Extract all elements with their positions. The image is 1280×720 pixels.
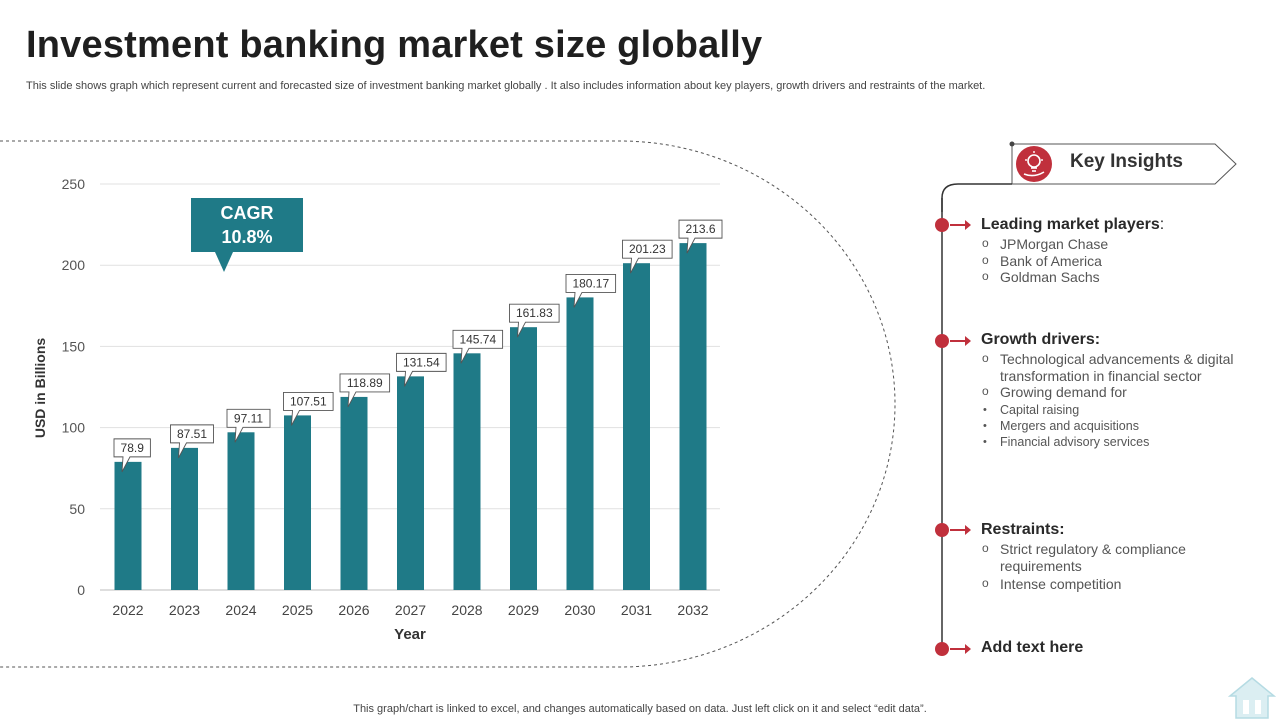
y-tick-label: 250 — [62, 176, 86, 192]
x-axis-label: Year — [394, 626, 426, 643]
x-tick-label: 2032 — [677, 602, 708, 618]
data-label: 161.83 — [516, 306, 553, 320]
x-tick-label: 2029 — [508, 602, 539, 618]
y-axis-label: USD in Billions — [32, 338, 48, 439]
timeline-dot-add-text — [935, 642, 949, 656]
cagr-value: 10.8% — [221, 227, 272, 247]
data-label-callout: 131.54 — [396, 352, 447, 387]
data-label-callout: 97.11 — [226, 408, 271, 443]
timeline-dot-drivers — [935, 334, 949, 348]
bar[interactable] — [397, 376, 424, 590]
bar[interactable] — [227, 432, 255, 590]
data-label-callout: 87.51 — [170, 424, 214, 459]
data-label: 213.6 — [685, 222, 715, 236]
timeline-arrow-add-text — [950, 644, 971, 654]
x-tick-label: 2024 — [225, 602, 256, 618]
data-label: 180.17 — [572, 276, 609, 290]
x-tick-label: 2022 — [112, 602, 143, 618]
list-item: Bank of America — [982, 252, 1271, 270]
y-tick-label: 50 — [69, 501, 85, 517]
section-market-players: Leading market players: JPMorgan Chase B… — [981, 216, 1271, 286]
data-label: 118.89 — [347, 376, 383, 390]
data-label-callout: 161.83 — [509, 303, 560, 338]
bar[interactable] — [566, 297, 594, 590]
list-item: JPMorgan Chase — [982, 235, 1271, 253]
data-label-callout: 201.23 — [622, 239, 673, 274]
data-label: 107.51 — [290, 394, 327, 408]
data-label: 87.51 — [177, 427, 207, 441]
section-heading: Restraints: — [981, 521, 1065, 538]
data-label-callout: 107.51 — [283, 391, 334, 426]
x-tick-label: 2023 — [169, 602, 200, 618]
section-growth-drivers: Growth drivers: Technological advancemen… — [981, 331, 1271, 450]
timeline-arrow-restraints — [950, 525, 971, 535]
page-title: Investment banking market size globally — [26, 24, 763, 66]
bar[interactable] — [679, 243, 707, 591]
data-label-callout: 180.17 — [565, 273, 617, 308]
key-insights-title: Key Insights — [1070, 151, 1183, 172]
x-tick-label: 2031 — [621, 602, 652, 618]
section-restraints: Restraints: Strict regulatory & complian… — [981, 521, 1271, 593]
y-tick-label: 100 — [62, 420, 86, 436]
data-label: 131.54 — [403, 355, 440, 369]
bar[interactable] — [510, 327, 537, 590]
section-add-text[interactable]: Add text here — [981, 639, 1271, 659]
x-tick-label: 2028 — [451, 602, 482, 618]
bar[interactable] — [114, 461, 142, 590]
bar[interactable] — [171, 447, 198, 590]
list-item: Goldman Sachs — [982, 268, 1271, 286]
timeline-arrow-drivers — [950, 336, 971, 346]
cagr-callout: CAGR 10.8% — [191, 198, 303, 272]
y-tick-label: 0 — [77, 582, 85, 598]
timeline-dot-players — [935, 218, 949, 232]
y-tick-label: 150 — [62, 338, 86, 354]
y-tick-label: 200 — [62, 257, 86, 273]
timeline-arrow-players — [950, 220, 971, 230]
data-label: 145.74 — [459, 332, 496, 346]
section-heading[interactable]: Add text here — [981, 639, 1084, 656]
sub-list-item: Mergers and acquisitions — [983, 418, 1271, 434]
bar[interactable] — [284, 415, 311, 590]
data-label-callout: 118.89 — [339, 373, 391, 408]
chart-boundary-arc — [0, 140, 896, 668]
bar[interactable] — [623, 263, 650, 590]
bar[interactable] — [340, 396, 368, 590]
page-subtitle: This slide shows graph which represent c… — [26, 80, 986, 92]
list-item: Growing demand for — [982, 383, 1271, 401]
list-item: Technological advancements & digital tra… — [982, 350, 1271, 384]
timeline-dot-restraints — [935, 523, 949, 537]
list-item: Intense competition — [982, 575, 1271, 593]
data-label-callout: 145.74 — [452, 329, 504, 364]
data-label-callout: 78.9 — [113, 438, 151, 473]
x-tick-label: 2027 — [395, 602, 426, 618]
x-tick-label: 2025 — [282, 602, 313, 618]
list-item: Strict regulatory & compliance requireme… — [982, 540, 1271, 574]
key-insights-banner — [941, 141, 1237, 212]
footer-note: This graph/chart is linked to excel, and… — [353, 703, 927, 715]
house-logo-icon — [1228, 677, 1276, 719]
data-label: 201.23 — [629, 242, 666, 256]
sub-list-item: Capital raising — [983, 402, 1271, 418]
data-label: 97.11 — [234, 411, 263, 425]
section-heading: Growth drivers: — [981, 331, 1101, 348]
data-label: 78.9 — [121, 441, 145, 455]
x-tick-label: 2026 — [338, 602, 369, 618]
sub-list-item: Financial advisory services — [983, 434, 1271, 450]
section-heading: Leading market players: — [981, 216, 1165, 233]
cagr-label: CAGR — [221, 203, 274, 223]
bar[interactable] — [453, 353, 481, 590]
x-tick-label: 2030 — [564, 602, 595, 618]
data-label-callout: 213.6 — [678, 219, 723, 254]
lightbulb-icon — [1016, 146, 1052, 182]
